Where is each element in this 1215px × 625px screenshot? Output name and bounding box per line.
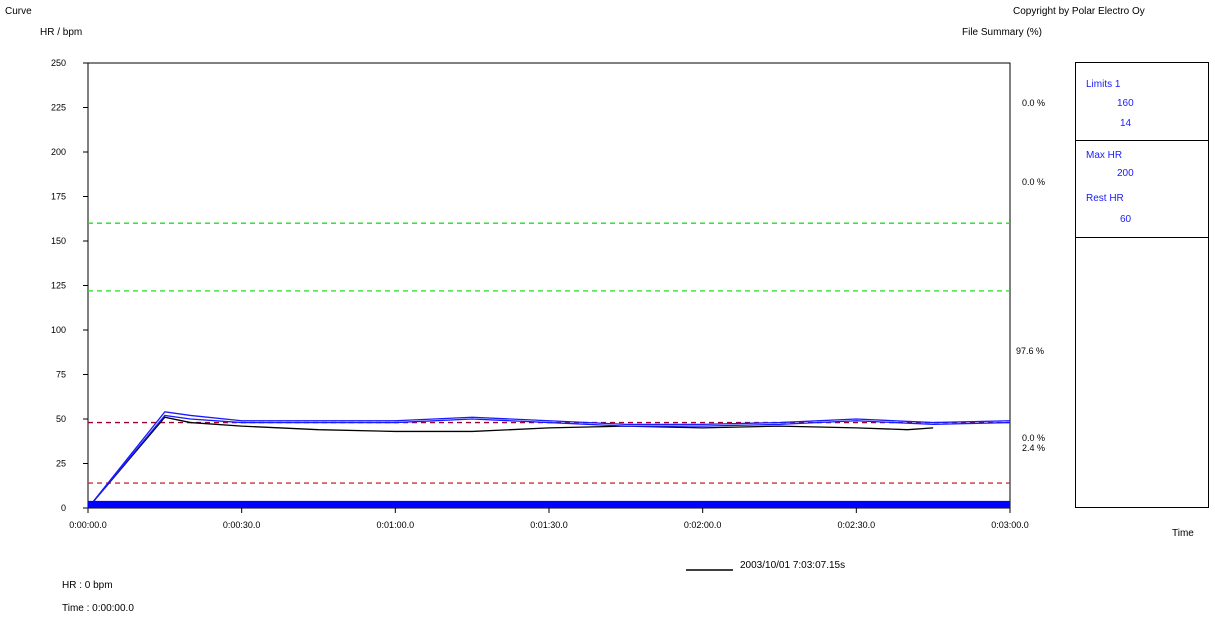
y-tick-label: 25	[56, 459, 66, 469]
limit-lower-value: 14	[1120, 118, 1132, 129]
x-tick-label: 0:00:00.0	[69, 520, 107, 530]
curve-label: Curve	[5, 6, 32, 17]
time-label: Time	[1172, 528, 1194, 539]
hr-section: Max HR 200 Rest HR 60	[1076, 140, 1208, 238]
series-line-2	[87, 414, 1011, 509]
series-line-1	[87, 411, 1011, 509]
status-hr: HR : 0 bpm	[62, 580, 113, 591]
pct-zone-5: 2.4 %	[1022, 443, 1046, 453]
info-panel: Limits 1 160 14 Max HR 200 Rest HR 60	[1075, 62, 1209, 508]
pct-zone-2: 0.0 %	[1022, 177, 1046, 187]
y-tick-label: 0	[61, 503, 66, 513]
y-tick-label: 100	[51, 325, 66, 335]
x-tick-label: 0:00:30.0	[223, 520, 261, 530]
x-tick-label: 0:03:00.0	[991, 520, 1029, 530]
rest-hr-label: Rest HR	[1086, 193, 1124, 204]
limit-upper-value: 160	[1117, 98, 1134, 109]
limits-label: Limits 1	[1086, 79, 1121, 90]
limit-lines	[88, 222, 1010, 484]
max-hr-value: 200	[1117, 168, 1134, 179]
status-time: Time : 0:00:00.0	[62, 603, 134, 614]
y-tick-label: 250	[51, 58, 66, 68]
base-band	[88, 500, 1010, 508]
series-group	[87, 411, 1011, 509]
series-line-0	[87, 416, 934, 509]
y-tick-label: 200	[51, 147, 66, 157]
legend-label: 2003/10/01 7:03:07.15s	[740, 560, 846, 571]
x-tick-label: 0:02:30.0	[838, 520, 876, 530]
x-tick-label: 0:01:30.0	[530, 520, 568, 530]
y-tick-label: 175	[51, 192, 66, 202]
x-tick-label: 0:01:00.0	[377, 520, 415, 530]
plot-frame	[87, 62, 1011, 509]
y-axis: 0 25 50 75 100 125 150 175 200 225 250	[51, 58, 88, 513]
y-tick-label: 150	[51, 236, 66, 246]
file-summary-label: File Summary (%)	[962, 27, 1043, 38]
copyright-text: Copyright by Polar Electro Oy	[1013, 6, 1145, 17]
limits-section: Limits 1 160 14	[1076, 63, 1208, 141]
y-tick-label: 225	[51, 103, 66, 113]
x-tick-label: 0:02:00.0	[684, 520, 722, 530]
unit-label: HR / bpm	[40, 27, 83, 38]
pct-zone-3: 97.6 %	[1016, 346, 1045, 356]
pct-zone-4: 0.0 %	[1022, 433, 1046, 443]
y-tick-label: 50	[56, 414, 66, 424]
rest-hr-value: 60	[1120, 214, 1132, 225]
y-tick-label: 125	[51, 281, 66, 291]
max-hr-label: Max HR	[1086, 150, 1123, 161]
pct-zone-1: 0.0 %	[1022, 98, 1046, 108]
y-tick-label: 75	[56, 370, 66, 380]
x-axis: 0:00:00.0 0:00:30.0 0:01:00.0 0:01:30.0 0:02…	[69, 508, 1029, 530]
